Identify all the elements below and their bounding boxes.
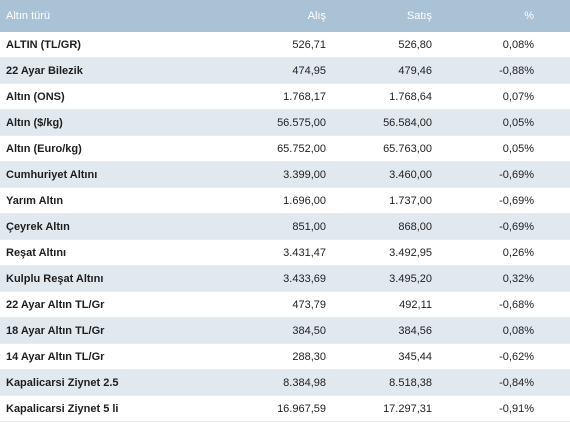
- cell-gold-type: Altın (Euro/kg): [0, 135, 178, 162]
- cell-sell-price: 8.518,38: [340, 369, 444, 396]
- cell-change-percent: -0,69%: [444, 187, 570, 214]
- cell-sell-price: 345,44: [340, 343, 444, 370]
- cell-gold-type: Yarım Altın: [0, 187, 178, 214]
- cell-change-percent: 0,05%: [444, 109, 570, 136]
- column-header-gold-type: Altın türü: [0, 0, 178, 32]
- table-row: Çeyrek Altın 851,00 868,00 -0,69%: [0, 213, 570, 240]
- table-row: 14 Ayar Altın TL/Gr 288,30 345,44 -0,62%: [0, 343, 570, 370]
- cell-sell-price: 868,00: [340, 213, 444, 240]
- cell-gold-type: 22 Ayar Altın TL/Gr: [0, 291, 178, 318]
- cell-buy-price: 65.752,00: [178, 135, 340, 162]
- cell-buy-price: 851,00: [178, 213, 340, 240]
- cell-sell-price: 1.768,64: [340, 83, 444, 110]
- table-row: Kulplu Reşat Altını 3.433,69 3.495,20 0,32%: [0, 265, 570, 292]
- cell-sell-price: 384,56: [340, 317, 444, 344]
- cell-gold-type: Altın (ONS): [0, 83, 178, 110]
- cell-buy-price: 3.399,00: [178, 161, 340, 188]
- cell-change-percent: 0,05%: [444, 135, 570, 162]
- table-row: Kapalicarsi Ziynet 5 li 16.967,59 17.297,3…: [0, 395, 570, 422]
- table-row: Altın ($/kg) 56.575,00 56.584,00 0,05%: [0, 109, 570, 136]
- header-row: Altın türü Alış Satış %: [0, 0, 570, 32]
- cell-buy-price: 384,50: [178, 317, 340, 344]
- table-row: Altın (ONS) 1.768,17 1.768,64 0,07%: [0, 83, 570, 110]
- cell-buy-price: 526,71: [178, 32, 340, 58]
- cell-change-percent: -0,69%: [444, 161, 570, 188]
- cell-sell-price: 56.584,00: [340, 109, 444, 136]
- cell-change-percent: 0,32%: [444, 265, 570, 292]
- table-body: ALTIN (TL/GR) 526,71 526,80 0,08% 22 Ayar Bi…: [0, 32, 570, 422]
- cell-sell-price: 492,11: [340, 291, 444, 318]
- cell-sell-price: 3.495,20: [340, 265, 444, 292]
- cell-gold-type: Kapalicarsi Ziynet 2.5: [0, 369, 178, 396]
- cell-gold-type: 18 Ayar Altın TL/Gr: [0, 317, 178, 344]
- cell-sell-price: 1.737,00: [340, 187, 444, 214]
- cell-buy-price: 1.696,00: [178, 187, 340, 214]
- cell-sell-price: 479,46: [340, 57, 444, 84]
- cell-buy-price: 16.967,59: [178, 395, 340, 422]
- cell-change-percent: -0,84%: [444, 369, 570, 396]
- cell-sell-price: 3.460,00: [340, 161, 444, 188]
- cell-gold-type: Cumhuriyet Altını: [0, 161, 178, 188]
- column-header-buy: Alış: [178, 0, 340, 32]
- table-row: Kapalicarsi Ziynet 2.5 8.384,98 8.518,38 -0…: [0, 369, 570, 396]
- cell-change-percent: -0,62%: [444, 343, 570, 370]
- cell-gold-type: Kapalicarsi Ziynet 5 li: [0, 395, 178, 422]
- cell-sell-price: 3.492,95: [340, 239, 444, 266]
- cell-gold-type: ALTIN (TL/GR): [0, 32, 178, 58]
- table-row: Cumhuriyet Altını 3.399,00 3.460,00 -0,69%: [0, 161, 570, 188]
- cell-gold-type: 22 Ayar Bilezik: [0, 57, 178, 84]
- cell-gold-type: 14 Ayar Altın TL/Gr: [0, 343, 178, 370]
- table-header: Altın türü Alış Satış %: [0, 0, 570, 32]
- cell-change-percent: -0,68%: [444, 291, 570, 318]
- cell-buy-price: 288,30: [178, 343, 340, 370]
- cell-sell-price: 65.763,00: [340, 135, 444, 162]
- column-header-sell: Satış: [340, 0, 444, 32]
- table-row: Reşat Altını 3.431,47 3.492,95 0,26%: [0, 239, 570, 266]
- cell-buy-price: 474,95: [178, 57, 340, 84]
- cell-sell-price: 17.297,31: [340, 395, 444, 422]
- column-header-change: %: [444, 0, 570, 32]
- cell-gold-type: Altın ($/kg): [0, 109, 178, 136]
- table-row: 18 Ayar Altın TL/Gr 384,50 384,56 0,08%: [0, 317, 570, 344]
- cell-buy-price: 56.575,00: [178, 109, 340, 136]
- cell-change-percent: -0,91%: [444, 395, 570, 422]
- cell-gold-type: Kulplu Reşat Altını: [0, 265, 178, 292]
- table-row: Altın (Euro/kg) 65.752,00 65.763,00 0,05%: [0, 135, 570, 162]
- cell-buy-price: 3.433,69: [178, 265, 340, 292]
- cell-sell-price: 526,80: [340, 32, 444, 58]
- cell-buy-price: 8.384,98: [178, 369, 340, 396]
- cell-change-percent: -0,88%: [444, 57, 570, 84]
- cell-gold-type: Çeyrek Altın: [0, 213, 178, 240]
- table-row: 22 Ayar Altın TL/Gr 473,79 492,11 -0,68%: [0, 291, 570, 318]
- cell-buy-price: 1.768,17: [178, 83, 340, 110]
- table-row: Yarım Altın 1.696,00 1.737,00 -0,69%: [0, 187, 570, 214]
- cell-gold-type: Reşat Altını: [0, 239, 178, 266]
- cell-change-percent: -0,69%: [444, 213, 570, 240]
- cell-change-percent: 0,08%: [444, 317, 570, 344]
- cell-buy-price: 473,79: [178, 291, 340, 318]
- cell-change-percent: 0,08%: [444, 32, 570, 58]
- table-row: 22 Ayar Bilezik 474,95 479,46 -0,88%: [0, 57, 570, 84]
- cell-buy-price: 3.431,47: [178, 239, 340, 266]
- cell-change-percent: 0,07%: [444, 83, 570, 110]
- table-row: ALTIN (TL/GR) 526,71 526,80 0,08%: [0, 32, 570, 58]
- cell-change-percent: 0,26%: [444, 239, 570, 266]
